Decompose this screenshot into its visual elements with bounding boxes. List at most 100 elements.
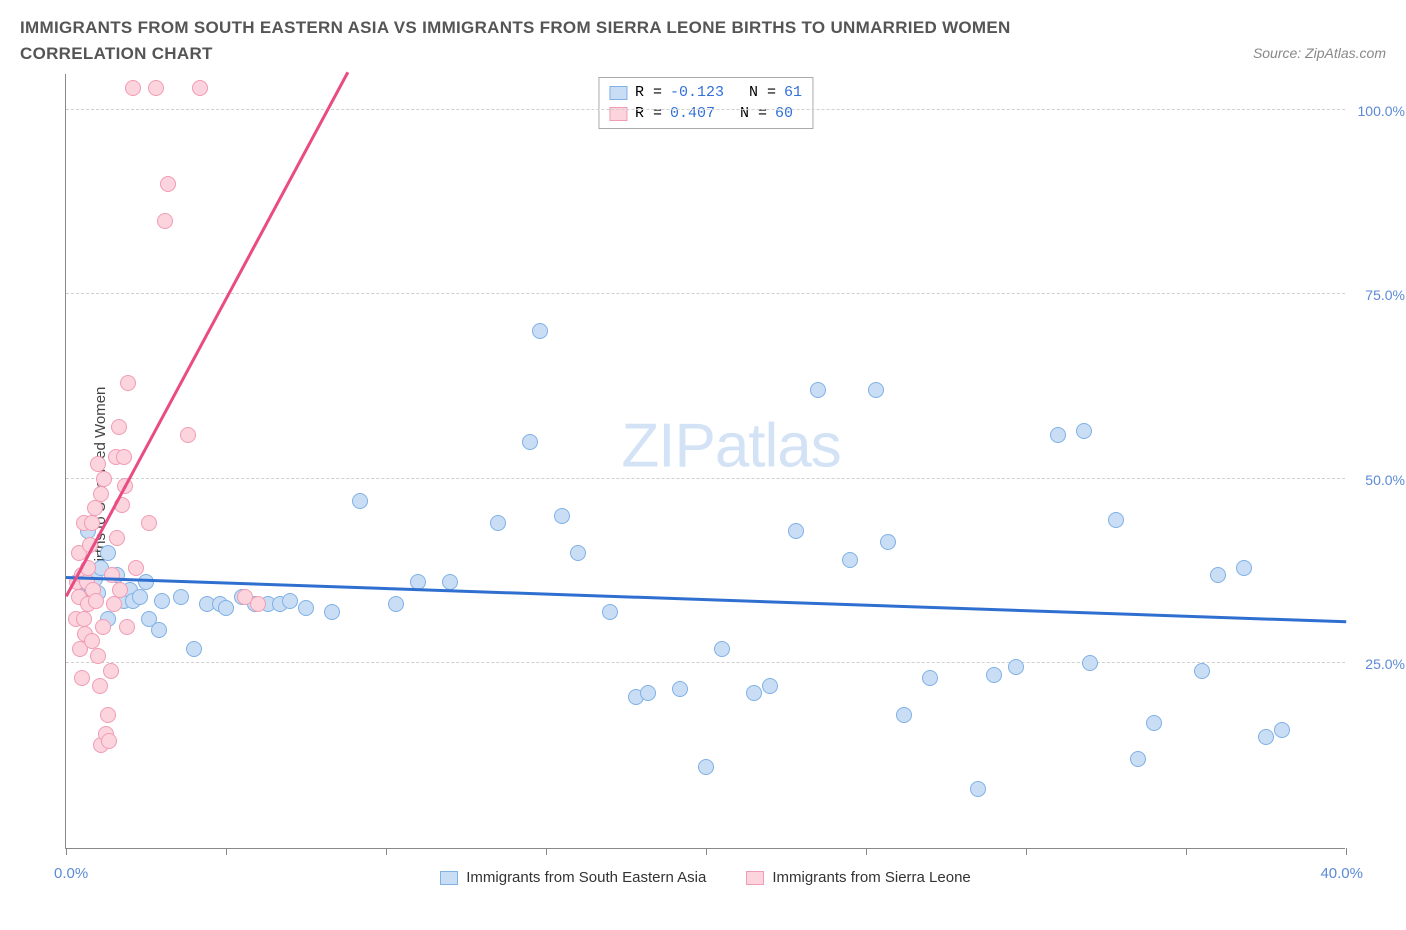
scatter-point (352, 493, 368, 509)
scatter-point (154, 593, 170, 609)
scatter-point (218, 600, 234, 616)
y-tick-label: 75.0% (1365, 287, 1405, 303)
scatter-point (522, 434, 538, 450)
x-tick (226, 848, 227, 855)
scatter-point (1076, 423, 1092, 439)
scatter-point (186, 641, 202, 657)
scatter-point (173, 589, 189, 605)
scatter-point (842, 552, 858, 568)
scatter-point (1050, 427, 1066, 443)
scatter-point (324, 604, 340, 620)
scatter-point (112, 582, 128, 598)
scatter-point (128, 560, 144, 576)
scatter-point (109, 530, 125, 546)
scatter-point (1108, 512, 1124, 528)
scatter-point (192, 80, 208, 96)
scatter-point (388, 596, 404, 612)
scatter-point (157, 213, 173, 229)
source-attribution: Source: ZipAtlas.com (1253, 45, 1386, 61)
scatter-point (132, 589, 148, 605)
legend-label: Immigrants from South Eastern Asia (466, 869, 706, 886)
legend-label: Immigrants from Sierra Leone (772, 869, 970, 886)
scatter-point (986, 667, 1002, 683)
scatter-point (76, 611, 92, 627)
gridline (66, 478, 1345, 479)
scatter-point (880, 534, 896, 550)
watermark-bold: ZIP (621, 411, 714, 480)
scatter-point (788, 523, 804, 539)
scatter-point (74, 670, 90, 686)
x-tick (66, 848, 67, 855)
chart-container: Births to Unmarried Women ZIPatlas R = -… (20, 74, 1386, 884)
scatter-point (602, 604, 618, 620)
legend-item: Immigrants from South Eastern Asia (440, 869, 706, 886)
scatter-point (103, 663, 119, 679)
scatter-point (120, 375, 136, 391)
y-tick-label: 25.0% (1365, 656, 1405, 672)
x-tick (866, 848, 867, 855)
x-axis-min-label: 0.0% (54, 865, 88, 882)
r-value: 0.407 (670, 103, 715, 124)
scatter-point (119, 619, 135, 635)
legend-item: Immigrants from Sierra Leone (746, 869, 970, 886)
scatter-point (138, 574, 154, 590)
watermark: ZIPatlas (621, 410, 840, 481)
scatter-point (160, 176, 176, 192)
scatter-point (88, 593, 104, 609)
scatter-point (1194, 663, 1210, 679)
scatter-point (1210, 567, 1226, 583)
scatter-point (148, 80, 164, 96)
scatter-point (151, 622, 167, 638)
scatter-point (1236, 560, 1252, 576)
scatter-point (250, 596, 266, 612)
x-axis-max-label: 40.0% (1320, 865, 1363, 882)
scatter-point (92, 678, 108, 694)
r-label: R = (635, 103, 662, 124)
scatter-point (180, 427, 196, 443)
scatter-point (1130, 751, 1146, 767)
x-tick (1026, 848, 1027, 855)
n-label: N = (749, 82, 776, 103)
scatter-point (810, 382, 826, 398)
scatter-point (714, 641, 730, 657)
scatter-point (111, 419, 127, 435)
scatter-point (640, 685, 656, 701)
gridline (66, 662, 1345, 663)
scatter-point (87, 500, 103, 516)
bottom-legend: Immigrants from South Eastern Asia Immig… (66, 869, 1345, 886)
scatter-point (93, 486, 109, 502)
scatter-point (100, 545, 116, 561)
scatter-point (490, 515, 506, 531)
scatter-point (442, 574, 458, 590)
scatter-point (1146, 715, 1162, 731)
scatter-point (762, 678, 778, 694)
r-label: R = (635, 82, 662, 103)
scatter-point (84, 515, 100, 531)
x-tick (706, 848, 707, 855)
r-value: -0.123 (670, 82, 724, 103)
gridline (66, 109, 1345, 110)
legend-swatch-pink (746, 871, 764, 885)
y-tick-label: 50.0% (1365, 472, 1405, 488)
scatter-point (970, 781, 986, 797)
legend-swatch-blue (440, 871, 458, 885)
x-tick (546, 848, 547, 855)
scatter-point (1258, 729, 1274, 745)
scatter-point (922, 670, 938, 686)
scatter-point (868, 382, 884, 398)
scatter-point (532, 323, 548, 339)
x-tick (1346, 848, 1347, 855)
n-value: 61 (784, 82, 802, 103)
x-tick (1186, 848, 1187, 855)
scatter-point (125, 80, 141, 96)
scatter-point (96, 471, 112, 487)
scatter-point (101, 733, 117, 749)
scatter-point (298, 600, 314, 616)
chart-header: IMMIGRANTS FROM SOUTH EASTERN ASIA VS IM… (20, 15, 1386, 66)
chart-title: IMMIGRANTS FROM SOUTH EASTERN ASIA VS IM… (20, 15, 1120, 66)
trend-line (65, 71, 349, 596)
watermark-thin: atlas (715, 411, 841, 480)
scatter-point (570, 545, 586, 561)
scatter-point (1082, 655, 1098, 671)
scatter-point (141, 515, 157, 531)
